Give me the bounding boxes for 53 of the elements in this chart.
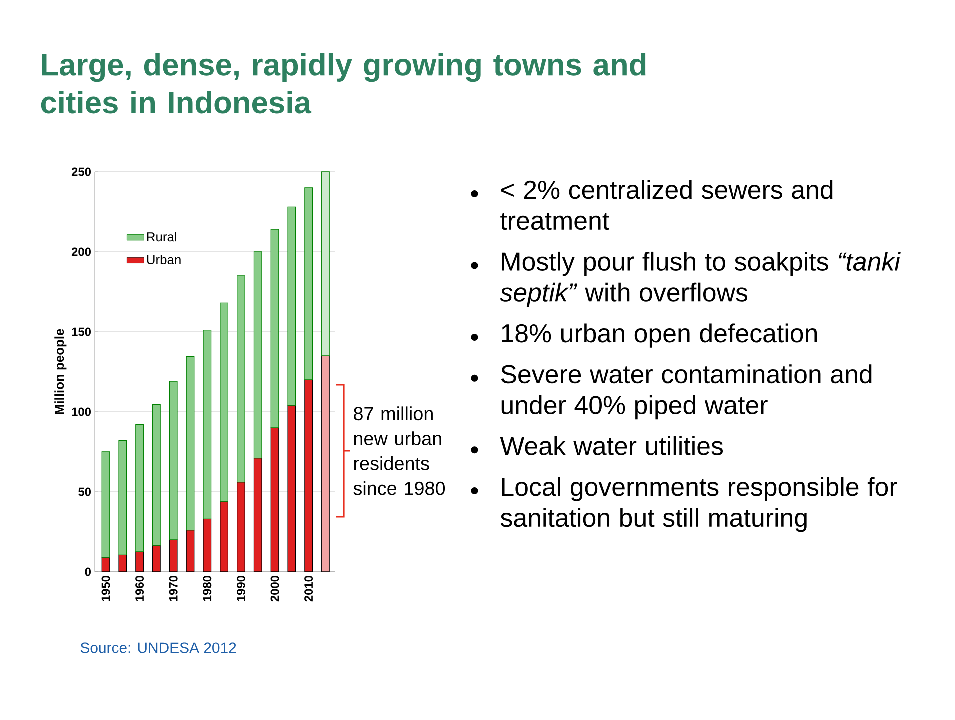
bar bbox=[136, 424, 144, 552]
x-tick-label: 2010 bbox=[304, 576, 314, 602]
y-tick-label: 0 bbox=[85, 568, 91, 576]
bar bbox=[322, 356, 330, 572]
legend-label: Rural bbox=[147, 232, 176, 242]
bar bbox=[220, 302, 228, 502]
bar bbox=[304, 188, 313, 380]
text: Weak water utilities bbox=[500, 436, 724, 456]
y-axis-title: Million people bbox=[54, 329, 67, 414]
bar bbox=[186, 530, 195, 572]
bar bbox=[136, 552, 144, 572]
text: Mostly pour flush to soakpits “tanki septik” with overflows bbox=[500, 252, 902, 307]
bar bbox=[237, 276, 246, 483]
y-tick-label: 50 bbox=[78, 488, 91, 496]
bar bbox=[118, 554, 128, 572]
bar bbox=[169, 381, 178, 540]
bar bbox=[270, 428, 280, 572]
text: Severe water contamination and under 40% piped water bbox=[501, 364, 872, 420]
legend-label: Urban bbox=[147, 254, 181, 265]
text: 18% urban open defecation bbox=[502, 324, 818, 348]
text: 87 million new urban residents since 1980 bbox=[354, 406, 446, 496]
bar bbox=[102, 452, 110, 558]
bar bbox=[203, 518, 212, 572]
chart-title: Large, dense, rapidly growing towns and cities in Indonesia bbox=[41, 53, 646, 114]
x-tick-label: 2000 bbox=[270, 576, 280, 602]
bar bbox=[288, 405, 296, 572]
bar bbox=[220, 501, 228, 572]
x-tick-label: 1990 bbox=[236, 576, 246, 602]
x-tick-label: 1970 bbox=[169, 576, 178, 602]
bar bbox=[118, 440, 128, 556]
source-note: Source: UNDESA 2012 bbox=[80, 642, 236, 654]
y-tick-label: 150 bbox=[72, 328, 91, 336]
bar bbox=[322, 172, 330, 356]
y-tick-label: 200 bbox=[72, 248, 91, 256]
bar bbox=[270, 229, 280, 428]
bar bbox=[169, 540, 178, 572]
x-tick-label: 1960 bbox=[136, 576, 144, 602]
bar bbox=[152, 404, 161, 546]
y-tick-label: 250 bbox=[72, 168, 91, 176]
y-tick-label: 100 bbox=[72, 408, 91, 416]
bar bbox=[254, 252, 262, 459]
text: < 2% centralized sewers and treatment bbox=[500, 180, 833, 230]
bar bbox=[102, 557, 110, 572]
x-tick-label: 1950 bbox=[102, 576, 110, 602]
bar bbox=[152, 545, 161, 572]
bar bbox=[203, 330, 212, 520]
bar bbox=[304, 380, 313, 572]
bar bbox=[288, 206, 296, 406]
bar bbox=[237, 482, 246, 572]
bar bbox=[254, 458, 262, 572]
text: Local governments responsible for sanitation but still maturing bbox=[500, 477, 898, 532]
x-tick-label: 1980 bbox=[203, 576, 212, 602]
bar bbox=[186, 356, 195, 531]
